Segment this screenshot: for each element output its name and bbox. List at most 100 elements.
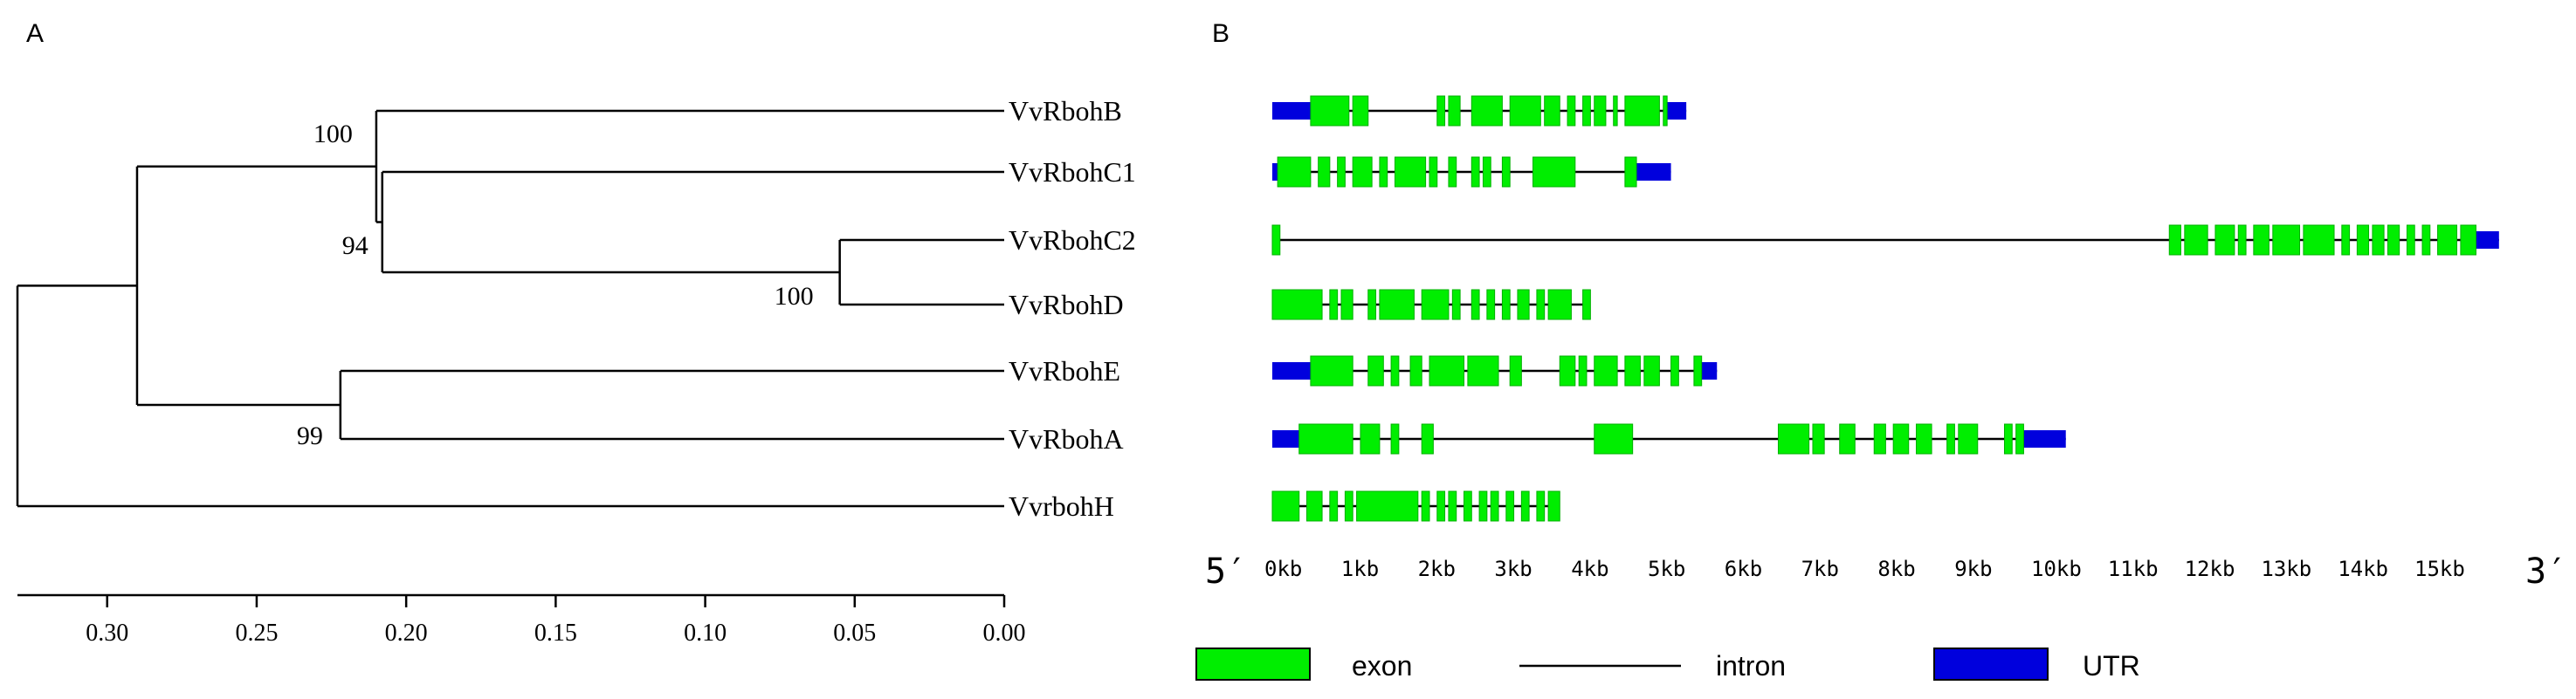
exon-block — [1670, 355, 1679, 387]
exon-block — [1436, 95, 1446, 127]
exon-block — [1367, 289, 1377, 320]
exon-block — [1467, 355, 1499, 387]
exon-block — [1547, 490, 1560, 522]
exon-block — [1478, 490, 1488, 522]
exon-block — [1486, 289, 1496, 320]
panel-label-b: B — [1212, 19, 1229, 48]
legend-exon-swatch — [1195, 648, 1311, 681]
kb-tick-label: 7kb — [1801, 557, 1839, 581]
taxon-label: VvRbohD — [1009, 289, 1124, 320]
kb-tick-label: 4kb — [1571, 557, 1608, 581]
exon-block — [1594, 423, 1634, 455]
exon-block — [1271, 490, 1300, 522]
exon-block — [1624, 95, 1660, 127]
exon-block — [1594, 95, 1607, 127]
gene-structures — [1271, 95, 2499, 522]
exon-block — [1536, 289, 1546, 320]
utr-block — [1272, 163, 1278, 181]
panel-label-a: A — [26, 19, 44, 48]
exon-block — [1471, 95, 1503, 127]
exon-block — [1663, 95, 1668, 127]
taxon-label: VvRbohC2 — [1009, 224, 1136, 256]
legend-utr-label: UTR — [2083, 650, 2140, 682]
gene-row-VvRbohB — [1272, 95, 1687, 127]
exon-block — [1448, 95, 1461, 127]
kb-tick-label: 8kb — [1877, 557, 1915, 581]
taxon-label: VvRbohA — [1009, 423, 1124, 455]
bootstrap-n2: 100 — [313, 120, 353, 148]
kb-tick-label: 12kb — [2185, 557, 2235, 581]
exon-block — [1578, 355, 1588, 387]
exon-block — [1582, 95, 1591, 127]
exon-block — [1693, 355, 1703, 387]
exon-block — [1340, 289, 1353, 320]
exon-block — [1409, 355, 1422, 387]
exon-block — [2372, 224, 2385, 256]
exon-block — [1356, 490, 1419, 522]
utr-block — [2476, 231, 2499, 249]
taxon-label: VvrbohH — [1009, 490, 1114, 522]
exon-block — [1318, 156, 1331, 188]
kb-tick-label: 6kb — [1725, 557, 1762, 581]
kb-tick-label: 3kb — [1494, 557, 1532, 581]
exon-block — [1471, 156, 1480, 188]
gene-row-VvRbohA — [1272, 423, 2066, 455]
exon-block — [1271, 224, 1281, 256]
bootstrap-n5: 99 — [297, 421, 323, 450]
exon-block — [2214, 224, 2235, 256]
exon-block — [1436, 490, 1446, 522]
exon-block — [1892, 423, 1910, 455]
exon-block — [1916, 423, 1932, 455]
legend-utr-swatch — [1933, 648, 2049, 681]
exon-block — [1379, 156, 1388, 188]
exon-block — [1547, 289, 1572, 320]
legend: exon intron UTR — [1195, 648, 2140, 682]
exon-block — [1310, 355, 1353, 387]
exon-block — [2003, 423, 2013, 455]
kb-tick-label: 15kb — [2414, 557, 2465, 581]
utr-block — [2023, 430, 2066, 448]
gene-row-VvRbohC1 — [1272, 156, 1671, 188]
exon-block — [1421, 289, 1450, 320]
kb-tick-label: 1kb — [1341, 557, 1379, 581]
exon-block — [1271, 289, 1323, 320]
taxon-label: VvRbohC1 — [1009, 156, 1136, 188]
scale-tick-label: 0.30 — [86, 620, 128, 647]
exon-block — [2437, 224, 2458, 256]
exon-block — [1451, 289, 1461, 320]
utr-block — [1636, 163, 1671, 181]
kb-tick-label: 11kb — [2108, 557, 2159, 581]
exon-block — [1277, 156, 1312, 188]
exon-block — [1471, 289, 1480, 320]
exon-block — [1643, 355, 1660, 387]
exon-block — [1429, 355, 1464, 387]
exon-block — [1812, 423, 1825, 455]
exon-block — [2421, 224, 2431, 256]
exon-block — [1482, 156, 1491, 188]
utr-block — [1272, 102, 1311, 120]
taxon-label: VvRbohB — [1009, 95, 1122, 127]
exon-block — [2303, 224, 2335, 256]
exon-block — [1390, 423, 1400, 455]
exon-block — [2253, 224, 2269, 256]
five-prime-label: 5′ — [1205, 552, 1247, 592]
kb-tick-label: 14kb — [2338, 557, 2388, 581]
scale-tick-label: 0.25 — [235, 620, 278, 647]
exon-block — [2387, 224, 2400, 256]
exon-block — [1501, 289, 1511, 320]
exon-block — [1329, 289, 1339, 320]
exon-block — [1544, 95, 1560, 127]
exon-block — [1873, 423, 1886, 455]
gene-row-VvRbohE — [1272, 355, 1718, 387]
exon-block — [2356, 224, 2370, 256]
exon-block — [1624, 355, 1641, 387]
legend-exon-label: exon — [1352, 650, 1412, 682]
kb-tick-label: 0kb — [1264, 557, 1302, 581]
exon-block — [1946, 423, 1955, 455]
exon-block — [1394, 156, 1427, 188]
exon-block — [1344, 490, 1353, 522]
exon-block — [1501, 156, 1511, 188]
exon-block — [2406, 224, 2415, 256]
exon-block — [2168, 224, 2181, 256]
